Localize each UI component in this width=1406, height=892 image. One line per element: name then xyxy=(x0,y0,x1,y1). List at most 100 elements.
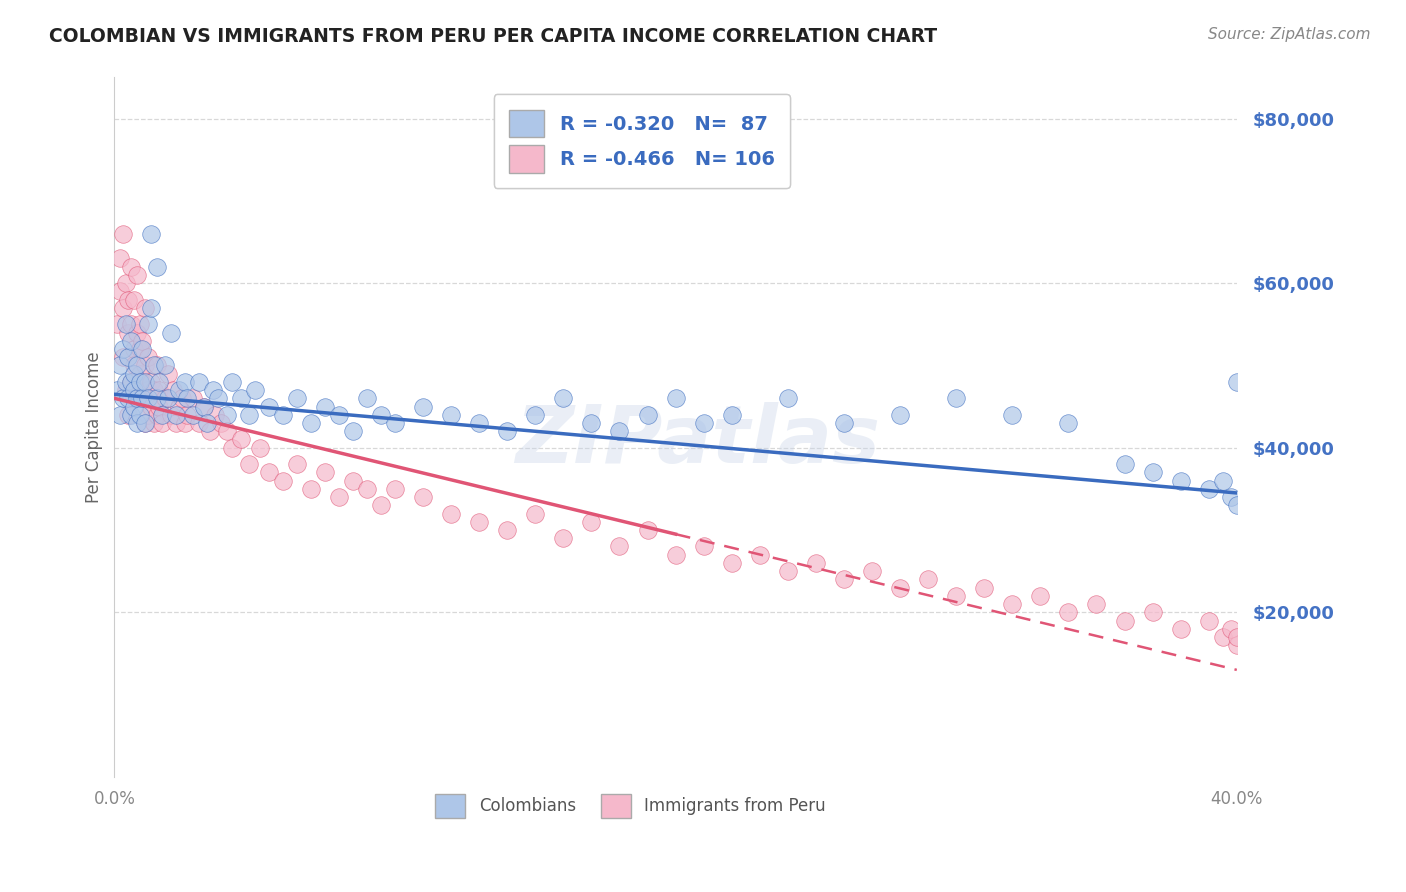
Point xyxy=(159,408,181,422)
Point xyxy=(832,416,855,430)
Point xyxy=(120,408,142,422)
Point xyxy=(1057,605,1080,619)
Point xyxy=(609,424,631,438)
Point xyxy=(153,359,176,373)
Point xyxy=(229,392,252,406)
Point xyxy=(165,408,187,422)
Point xyxy=(356,392,378,406)
Point xyxy=(114,383,136,397)
Point xyxy=(156,367,179,381)
Point xyxy=(136,350,159,364)
Point xyxy=(122,293,145,307)
Point xyxy=(609,540,631,554)
Point xyxy=(204,408,226,422)
Point xyxy=(285,392,308,406)
Point xyxy=(153,392,176,406)
Point xyxy=(1212,474,1234,488)
Point xyxy=(1212,630,1234,644)
Point xyxy=(412,490,434,504)
Point xyxy=(748,548,770,562)
Point xyxy=(440,408,463,422)
Point xyxy=(145,392,167,406)
Point xyxy=(238,408,260,422)
Point xyxy=(117,350,139,364)
Point xyxy=(581,416,603,430)
Point xyxy=(243,383,266,397)
Point xyxy=(257,400,280,414)
Point xyxy=(134,416,156,430)
Point xyxy=(120,375,142,389)
Point xyxy=(131,375,153,389)
Legend: Colombians, Immigrants from Peru: Colombians, Immigrants from Peru xyxy=(429,788,832,824)
Point xyxy=(114,276,136,290)
Point xyxy=(134,375,156,389)
Point xyxy=(524,408,547,422)
Point xyxy=(105,318,128,332)
Point xyxy=(198,424,221,438)
Point xyxy=(173,416,195,430)
Point xyxy=(665,392,688,406)
Point xyxy=(117,326,139,340)
Point xyxy=(111,227,134,241)
Point xyxy=(1142,466,1164,480)
Point xyxy=(142,416,165,430)
Point xyxy=(665,548,688,562)
Point xyxy=(117,408,139,422)
Point xyxy=(271,474,294,488)
Point xyxy=(193,400,215,414)
Point xyxy=(299,416,322,430)
Point xyxy=(114,375,136,389)
Point xyxy=(692,416,714,430)
Point xyxy=(637,408,659,422)
Point xyxy=(120,375,142,389)
Point xyxy=(105,383,128,397)
Point xyxy=(1001,597,1024,611)
Point xyxy=(215,424,238,438)
Point xyxy=(581,515,603,529)
Point xyxy=(128,408,150,422)
Point xyxy=(136,408,159,422)
Point xyxy=(131,334,153,348)
Point xyxy=(128,392,150,406)
Point xyxy=(1001,408,1024,422)
Point xyxy=(1114,457,1136,471)
Point xyxy=(142,383,165,397)
Point xyxy=(111,301,134,315)
Point xyxy=(181,392,204,406)
Point xyxy=(412,400,434,414)
Point xyxy=(131,392,153,406)
Point xyxy=(117,392,139,406)
Point xyxy=(165,416,187,430)
Point xyxy=(139,227,162,241)
Point xyxy=(1198,614,1220,628)
Point xyxy=(122,367,145,381)
Point xyxy=(162,383,184,397)
Point xyxy=(271,408,294,422)
Point xyxy=(1057,416,1080,430)
Point xyxy=(207,392,229,406)
Point xyxy=(176,408,198,422)
Point xyxy=(342,424,364,438)
Point xyxy=(496,424,519,438)
Point xyxy=(167,383,190,397)
Point xyxy=(176,392,198,406)
Point xyxy=(1114,614,1136,628)
Point xyxy=(215,408,238,422)
Point xyxy=(181,408,204,422)
Point xyxy=(111,350,134,364)
Point xyxy=(342,474,364,488)
Point xyxy=(889,408,911,422)
Point xyxy=(776,564,799,578)
Point xyxy=(120,334,142,348)
Point xyxy=(238,457,260,471)
Point xyxy=(142,359,165,373)
Point xyxy=(1226,499,1249,513)
Point xyxy=(1226,375,1249,389)
Point xyxy=(553,392,575,406)
Point xyxy=(128,367,150,381)
Point xyxy=(945,589,967,603)
Point xyxy=(187,416,209,430)
Text: ZIPatlas: ZIPatlas xyxy=(516,402,880,480)
Point xyxy=(128,375,150,389)
Point xyxy=(122,392,145,406)
